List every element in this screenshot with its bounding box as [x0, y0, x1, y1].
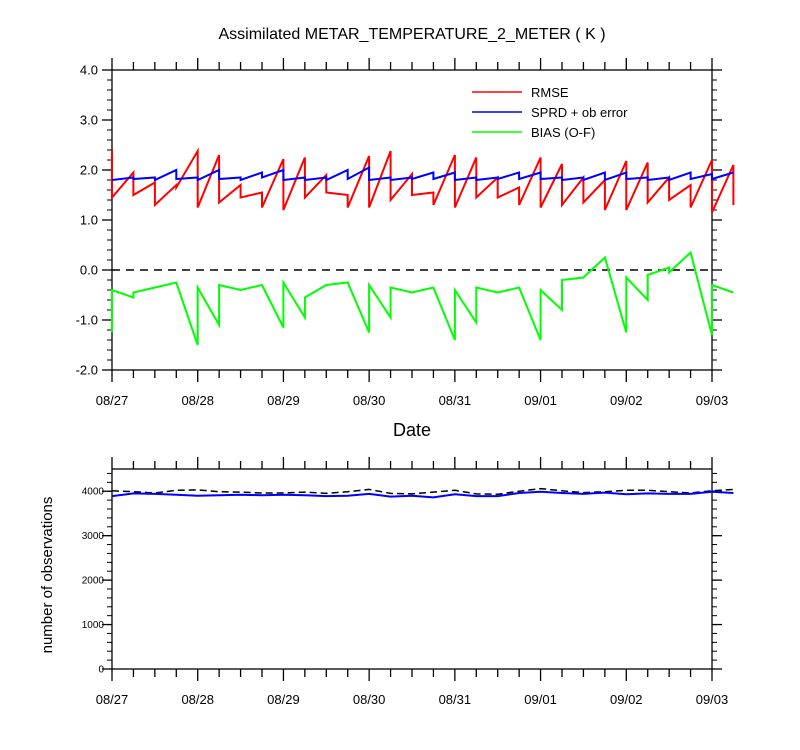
- x-tick-label: 08/29: [267, 692, 300, 707]
- top-chart-panel: Assimilated METAR_TEMPERATURE_2_METER ( …: [76, 26, 735, 440]
- legend-label: SPRD + ob error: [531, 105, 628, 120]
- top-chart-title: Assimilated METAR_TEMPERATURE_2_METER ( …: [218, 26, 605, 43]
- series-line-rmse: [111, 147, 735, 213]
- top-chart-plot-area: -2.0 -1.0 0.0 1.0 2.0 3.0 4.0 08/27 08/28 08/29 08…: [76, 58, 735, 408]
- x-tick-label: 08/29: [267, 393, 300, 408]
- y-tick-label: 2.0: [80, 163, 98, 178]
- x-tick-label: 09/03: [696, 393, 729, 408]
- bottom-plot-frame: [111, 468, 713, 670]
- x-tick-label: 08/27: [96, 393, 129, 408]
- series-line-sprd-ob-error: [111, 165, 734, 182]
- x-tick-label: 09/03: [696, 692, 729, 707]
- x-tick-label: 08/31: [439, 393, 472, 408]
- x-tick-label: 08/27: [96, 692, 129, 707]
- legend-label: RMSE: [531, 85, 569, 100]
- bottom-chart-plot-area: 0 1000 2000 3000 4000 08/27 08/28 08/29 08/30 08/…: [82, 457, 734, 707]
- bottom-chart-ylabel: number of observations: [39, 497, 56, 654]
- y-tick-label: 1000: [82, 620, 105, 631]
- observations-solid-line: [111, 490, 734, 499]
- y-tick-label: 4.0: [80, 63, 98, 78]
- bottom-chart-panel: 0 1000 2000 3000 4000 08/27 08/28 08/29 08/30 08/…: [39, 457, 734, 707]
- top-chart-xlabel: Date: [393, 420, 431, 440]
- x-tick-label: 09/01: [524, 692, 557, 707]
- series-line-bias-o-f: [111, 250, 734, 346]
- y-tick-label: 3.0: [80, 113, 98, 128]
- x-tick-label: 09/02: [610, 692, 643, 707]
- x-tick-label: 08/28: [181, 393, 214, 408]
- y-tick-label: 3000: [82, 531, 105, 542]
- y-tick-label: 0.0: [80, 263, 98, 278]
- y-tick-label: 0: [98, 665, 104, 676]
- y-tick-label: 1.0: [80, 213, 98, 228]
- x-tick-label: 08/30: [353, 692, 386, 707]
- y-tick-label: -1.0: [76, 313, 98, 328]
- top-chart-legend: RMSE SPRD + ob error BIAS (O-F): [472, 85, 628, 140]
- x-tick-label: 08/30: [353, 393, 386, 408]
- x-tick-label: 09/02: [610, 393, 643, 408]
- y-tick-label: 4000: [82, 487, 105, 498]
- y-tick-label: 2000: [82, 576, 105, 587]
- y-tick-label: -2.0: [76, 363, 98, 378]
- x-tick-label: 08/28: [181, 692, 214, 707]
- x-tick-label: 08/31: [439, 692, 472, 707]
- x-tick-label: 09/01: [524, 393, 557, 408]
- observations-dashed-line: [111, 487, 734, 496]
- legend-label: BIAS (O-F): [531, 125, 595, 140]
